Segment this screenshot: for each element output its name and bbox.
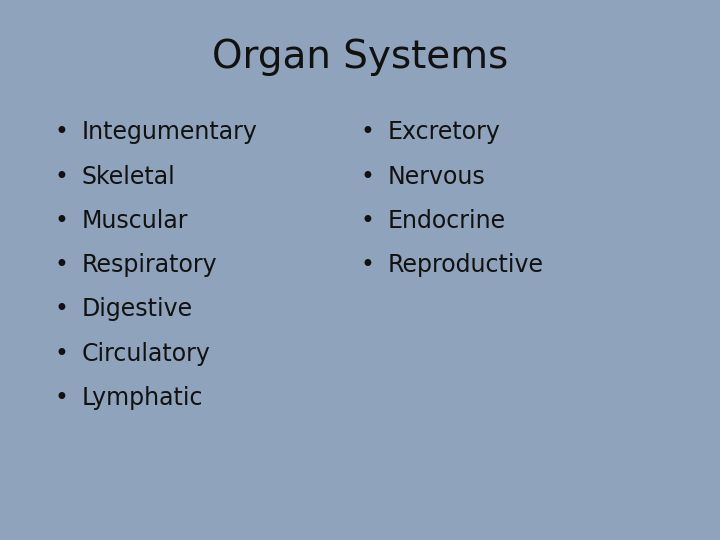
Text: Circulatory: Circulatory [81,342,210,366]
Text: Nervous: Nervous [387,165,485,188]
Text: Skeletal: Skeletal [81,165,175,188]
Text: Reproductive: Reproductive [387,253,544,277]
Text: Excretory: Excretory [387,120,500,144]
Text: Integumentary: Integumentary [81,120,257,144]
Text: •: • [54,298,68,321]
Text: •: • [54,165,68,188]
Text: Lymphatic: Lymphatic [81,386,203,410]
Text: •: • [360,209,374,233]
Text: •: • [360,120,374,144]
Text: Muscular: Muscular [81,209,188,233]
Text: •: • [54,386,68,410]
Text: •: • [54,209,68,233]
Text: •: • [54,120,68,144]
Text: Organ Systems: Organ Systems [212,38,508,76]
Text: Endocrine: Endocrine [387,209,505,233]
Text: Digestive: Digestive [81,298,192,321]
Text: •: • [360,253,374,277]
Text: •: • [54,342,68,366]
Text: •: • [360,165,374,188]
Text: Respiratory: Respiratory [81,253,217,277]
Text: •: • [54,253,68,277]
